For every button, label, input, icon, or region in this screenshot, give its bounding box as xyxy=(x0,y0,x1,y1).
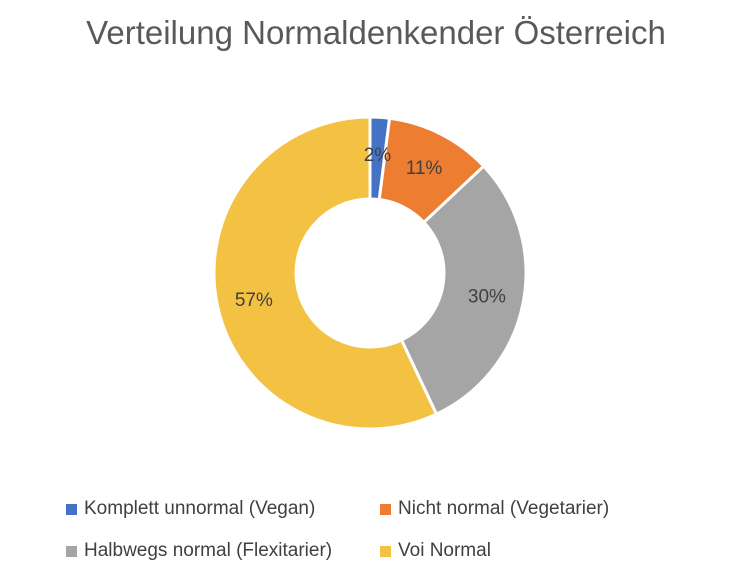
slices-group xyxy=(212,115,528,431)
data-label-vegan: 2% xyxy=(364,145,392,166)
slice-voi-normal xyxy=(212,115,439,431)
data-label-flexitarier: 30% xyxy=(468,286,506,307)
chart-title: Verteilung Normaldenkender Österreich xyxy=(86,14,666,51)
data-labels-group: 2% 11% 30% 57% xyxy=(235,145,506,311)
slice-flexitarier xyxy=(399,164,528,417)
data-label-vegetarier: 11% xyxy=(406,158,443,179)
data-label-voi-normal: 57% xyxy=(235,290,273,311)
